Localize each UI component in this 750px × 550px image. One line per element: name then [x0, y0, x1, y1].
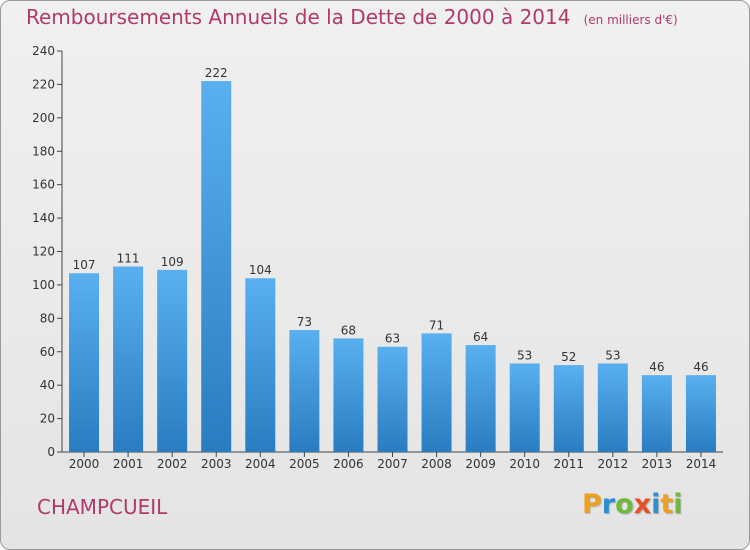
- data-label: 73: [297, 315, 312, 329]
- x-tick-label: 2004: [245, 457, 276, 471]
- x-tick-label: 2006: [333, 457, 364, 471]
- x-axis: 2000 2001 2002 2003 2004 2005 2006 2007 2008 2009…: [62, 451, 723, 471]
- bar: [685, 375, 716, 452]
- bar: [113, 266, 144, 452]
- logo-letter: r: [601, 489, 616, 520]
- x-tick-label: 2013: [642, 457, 673, 471]
- data-labels: 107 111 109 222 104 73 68 63 71 64 53 52 53 46 46: [73, 66, 709, 374]
- chart-title: Remboursements Annuels de la Dette de 20…: [26, 5, 571, 29]
- y-tick-label: 220: [32, 77, 55, 91]
- logo-letter: i: [673, 489, 683, 520]
- data-label: 46: [693, 360, 708, 374]
- x-tick-label: 2010: [509, 457, 540, 471]
- x-tick-label: 2012: [598, 457, 629, 471]
- data-label: 104: [249, 263, 272, 277]
- data-label: 222: [205, 66, 228, 80]
- chart-subtitle: (en milliers d'€): [583, 13, 678, 27]
- data-label: 109: [161, 255, 184, 269]
- y-tick-label: 60: [40, 345, 55, 359]
- y-tick-label: 40: [40, 378, 55, 392]
- y-tick-label: 160: [32, 178, 55, 192]
- x-tick-label: 2003: [201, 457, 232, 471]
- bar: [465, 345, 496, 452]
- y-tick-label: 180: [32, 144, 55, 158]
- place-name: CHAMPCUEIL: [37, 495, 168, 519]
- bar: [641, 375, 672, 452]
- logo-letter: x: [633, 489, 652, 520]
- data-label: 52: [561, 350, 576, 364]
- bar: [245, 278, 276, 452]
- bar: [597, 363, 628, 452]
- logo-letter: o: [615, 489, 634, 520]
- bar: [333, 338, 364, 452]
- y-tick-label: 80: [40, 311, 55, 325]
- x-tick-label: 2000: [69, 457, 100, 471]
- x-tick-label: 2008: [421, 457, 452, 471]
- data-label: 64: [473, 330, 488, 344]
- x-tick-label: 2001: [113, 457, 144, 471]
- proxiti-logo: Proxiti: [582, 489, 683, 520]
- bar: [509, 363, 540, 452]
- y-axis: 0 20 40 60 80 100 120 140 160 180 200 220 240: [32, 44, 63, 459]
- data-label: 107: [73, 258, 96, 272]
- y-tick-label: 200: [32, 111, 55, 125]
- bar: [553, 365, 584, 452]
- y-tick-label: 0: [47, 445, 55, 459]
- bar: [289, 330, 320, 452]
- x-tick-label: 2014: [686, 457, 717, 471]
- y-tick-label: 20: [40, 412, 55, 426]
- data-label: 53: [605, 348, 620, 362]
- logo-letter: P: [582, 489, 602, 520]
- data-label: 53: [517, 348, 532, 362]
- logo-letter: t: [660, 489, 674, 520]
- x-tick-label: 2007: [377, 457, 408, 471]
- y-tick-label: 140: [32, 211, 55, 225]
- x-tick-label: 2009: [465, 457, 496, 471]
- chart-header: Remboursements Annuels de la Dette de 20…: [26, 5, 678, 29]
- bar: [421, 333, 452, 452]
- y-tick-label: 100: [32, 278, 55, 292]
- x-tick-label: 2002: [157, 457, 188, 471]
- bar: [201, 81, 232, 452]
- data-label: 63: [385, 332, 400, 346]
- bar: [377, 346, 408, 452]
- y-tick-label: 120: [32, 245, 55, 259]
- data-label: 111: [117, 252, 140, 266]
- x-tick-label: 2011: [553, 457, 584, 471]
- y-tick-label: 240: [32, 44, 55, 58]
- bar: [157, 269, 188, 452]
- logo-letter: i: [651, 489, 661, 520]
- data-label: 46: [649, 360, 664, 374]
- bar: [69, 273, 100, 452]
- data-label: 68: [341, 323, 356, 337]
- x-tick-label: 2005: [289, 457, 320, 471]
- bars: [69, 81, 716, 452]
- data-label: 71: [429, 318, 444, 332]
